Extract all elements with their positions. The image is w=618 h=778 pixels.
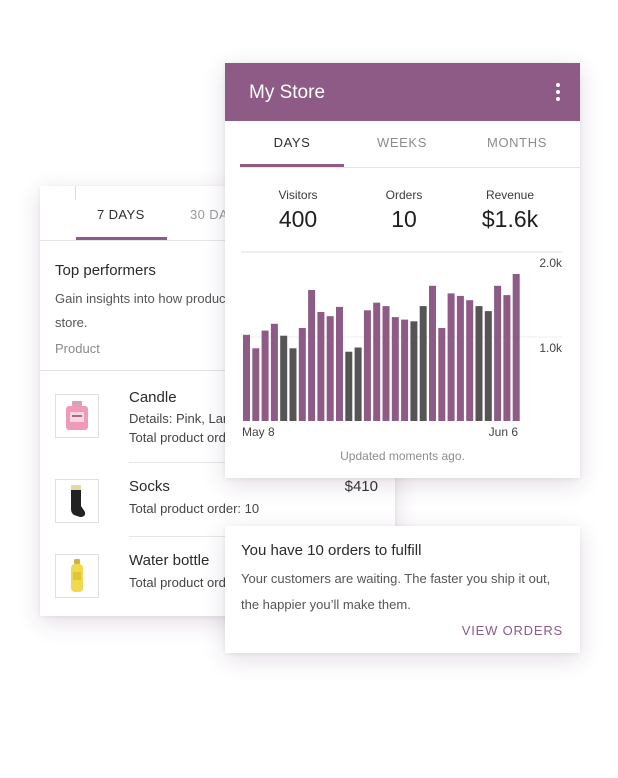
active-tab-indicator	[240, 164, 344, 167]
orders-card: You have 10 orders to fulfill Your custo…	[225, 526, 580, 653]
product-column-header: Product	[55, 341, 100, 356]
orders-title: You have 10 orders to fulfill	[241, 542, 422, 559]
orders-description: Your customers are waiting. The faster y…	[241, 571, 551, 612]
stat-revenue: Revenue $1.6k	[455, 188, 565, 233]
chart-bar	[317, 312, 325, 421]
candle-icon	[55, 394, 99, 438]
chart-bar	[298, 328, 306, 421]
stat-value: 400	[278, 206, 318, 232]
chart-bar	[252, 348, 260, 421]
store-header: My Store	[225, 63, 580, 121]
product-order-count: Total product order: 9	[129, 575, 252, 590]
divider	[40, 370, 395, 371]
product-name: Water bottle	[129, 552, 210, 569]
my-store-card: My Store DAYS WEEKS MONTHS Visitors 400 …	[225, 63, 580, 478]
store-tab-bar: DAYS WEEKS MONTHS	[240, 121, 580, 168]
chart-bar	[484, 311, 492, 421]
chart-bar	[289, 348, 297, 421]
chart-bar	[419, 306, 427, 421]
chart-bar	[410, 321, 418, 421]
tab-days[interactable]: DAYS	[273, 135, 311, 150]
x-tick-label-start: May 8	[242, 425, 275, 439]
chart-bar	[382, 306, 390, 421]
store-title: My Store	[249, 82, 326, 103]
chart-bar	[391, 317, 399, 421]
chart-bar	[401, 319, 409, 421]
stat-value: 10	[391, 206, 417, 232]
chart-bar	[503, 295, 511, 421]
y-tick-label: 1.0k	[539, 341, 563, 355]
tab-months[interactable]: MONTHS	[487, 135, 547, 150]
performers-title: Top performers	[55, 262, 156, 279]
y-tick-label: 2.0k	[539, 256, 563, 270]
stat-orders: Orders 10	[349, 188, 459, 233]
visitors-bar-chart: 2.0k 1.0k May 8 Jun 6	[241, 251, 563, 439]
kebab-menu-icon[interactable]	[556, 83, 560, 101]
product-detail: Details: Pink, Large	[129, 411, 242, 426]
product-price: $410	[344, 478, 378, 495]
stat-label: Orders	[385, 188, 423, 202]
chart-bar	[466, 300, 474, 421]
tab-7-days[interactable]: 7 DAYS	[97, 207, 145, 222]
chart-bar	[429, 285, 436, 421]
water-bottle-icon	[55, 554, 99, 598]
chart-bar	[354, 347, 362, 421]
chart-bar	[326, 316, 334, 421]
chart-bar	[494, 285, 502, 421]
chart-bar	[447, 293, 455, 421]
chart-bar	[336, 306, 343, 421]
chart-updated-text: Updated moments ago.	[340, 449, 465, 463]
chart-bar	[438, 328, 446, 421]
stat-label: Revenue	[485, 188, 535, 202]
chart-bar	[280, 335, 288, 421]
chart-bar	[363, 310, 371, 421]
chart-bar	[308, 290, 316, 421]
chart-bar	[243, 334, 250, 421]
product-order-count: Total product order: 10	[129, 501, 260, 516]
chart-bar	[475, 306, 483, 421]
chart-bar	[261, 330, 269, 421]
product-name: Candle	[129, 389, 177, 406]
chart-bar	[270, 323, 278, 421]
chart-bar	[373, 302, 381, 421]
product-name: Socks	[129, 478, 170, 495]
socks-icon	[55, 479, 99, 523]
stat-label: Visitors	[278, 188, 318, 202]
tab-divider	[75, 186, 76, 200]
view-orders-link[interactable]: VIEW ORDERS	[461, 623, 563, 638]
stat-visitors: Visitors 400	[243, 188, 353, 233]
chart-bar	[345, 351, 353, 421]
stat-value: $1.6k	[481, 206, 539, 232]
chart-bar	[512, 274, 520, 421]
chart-bar	[456, 295, 464, 421]
tab-weeks[interactable]: WEEKS	[377, 135, 427, 150]
x-tick-label-end: Jun 6	[489, 425, 519, 439]
active-tab-indicator	[76, 237, 167, 240]
